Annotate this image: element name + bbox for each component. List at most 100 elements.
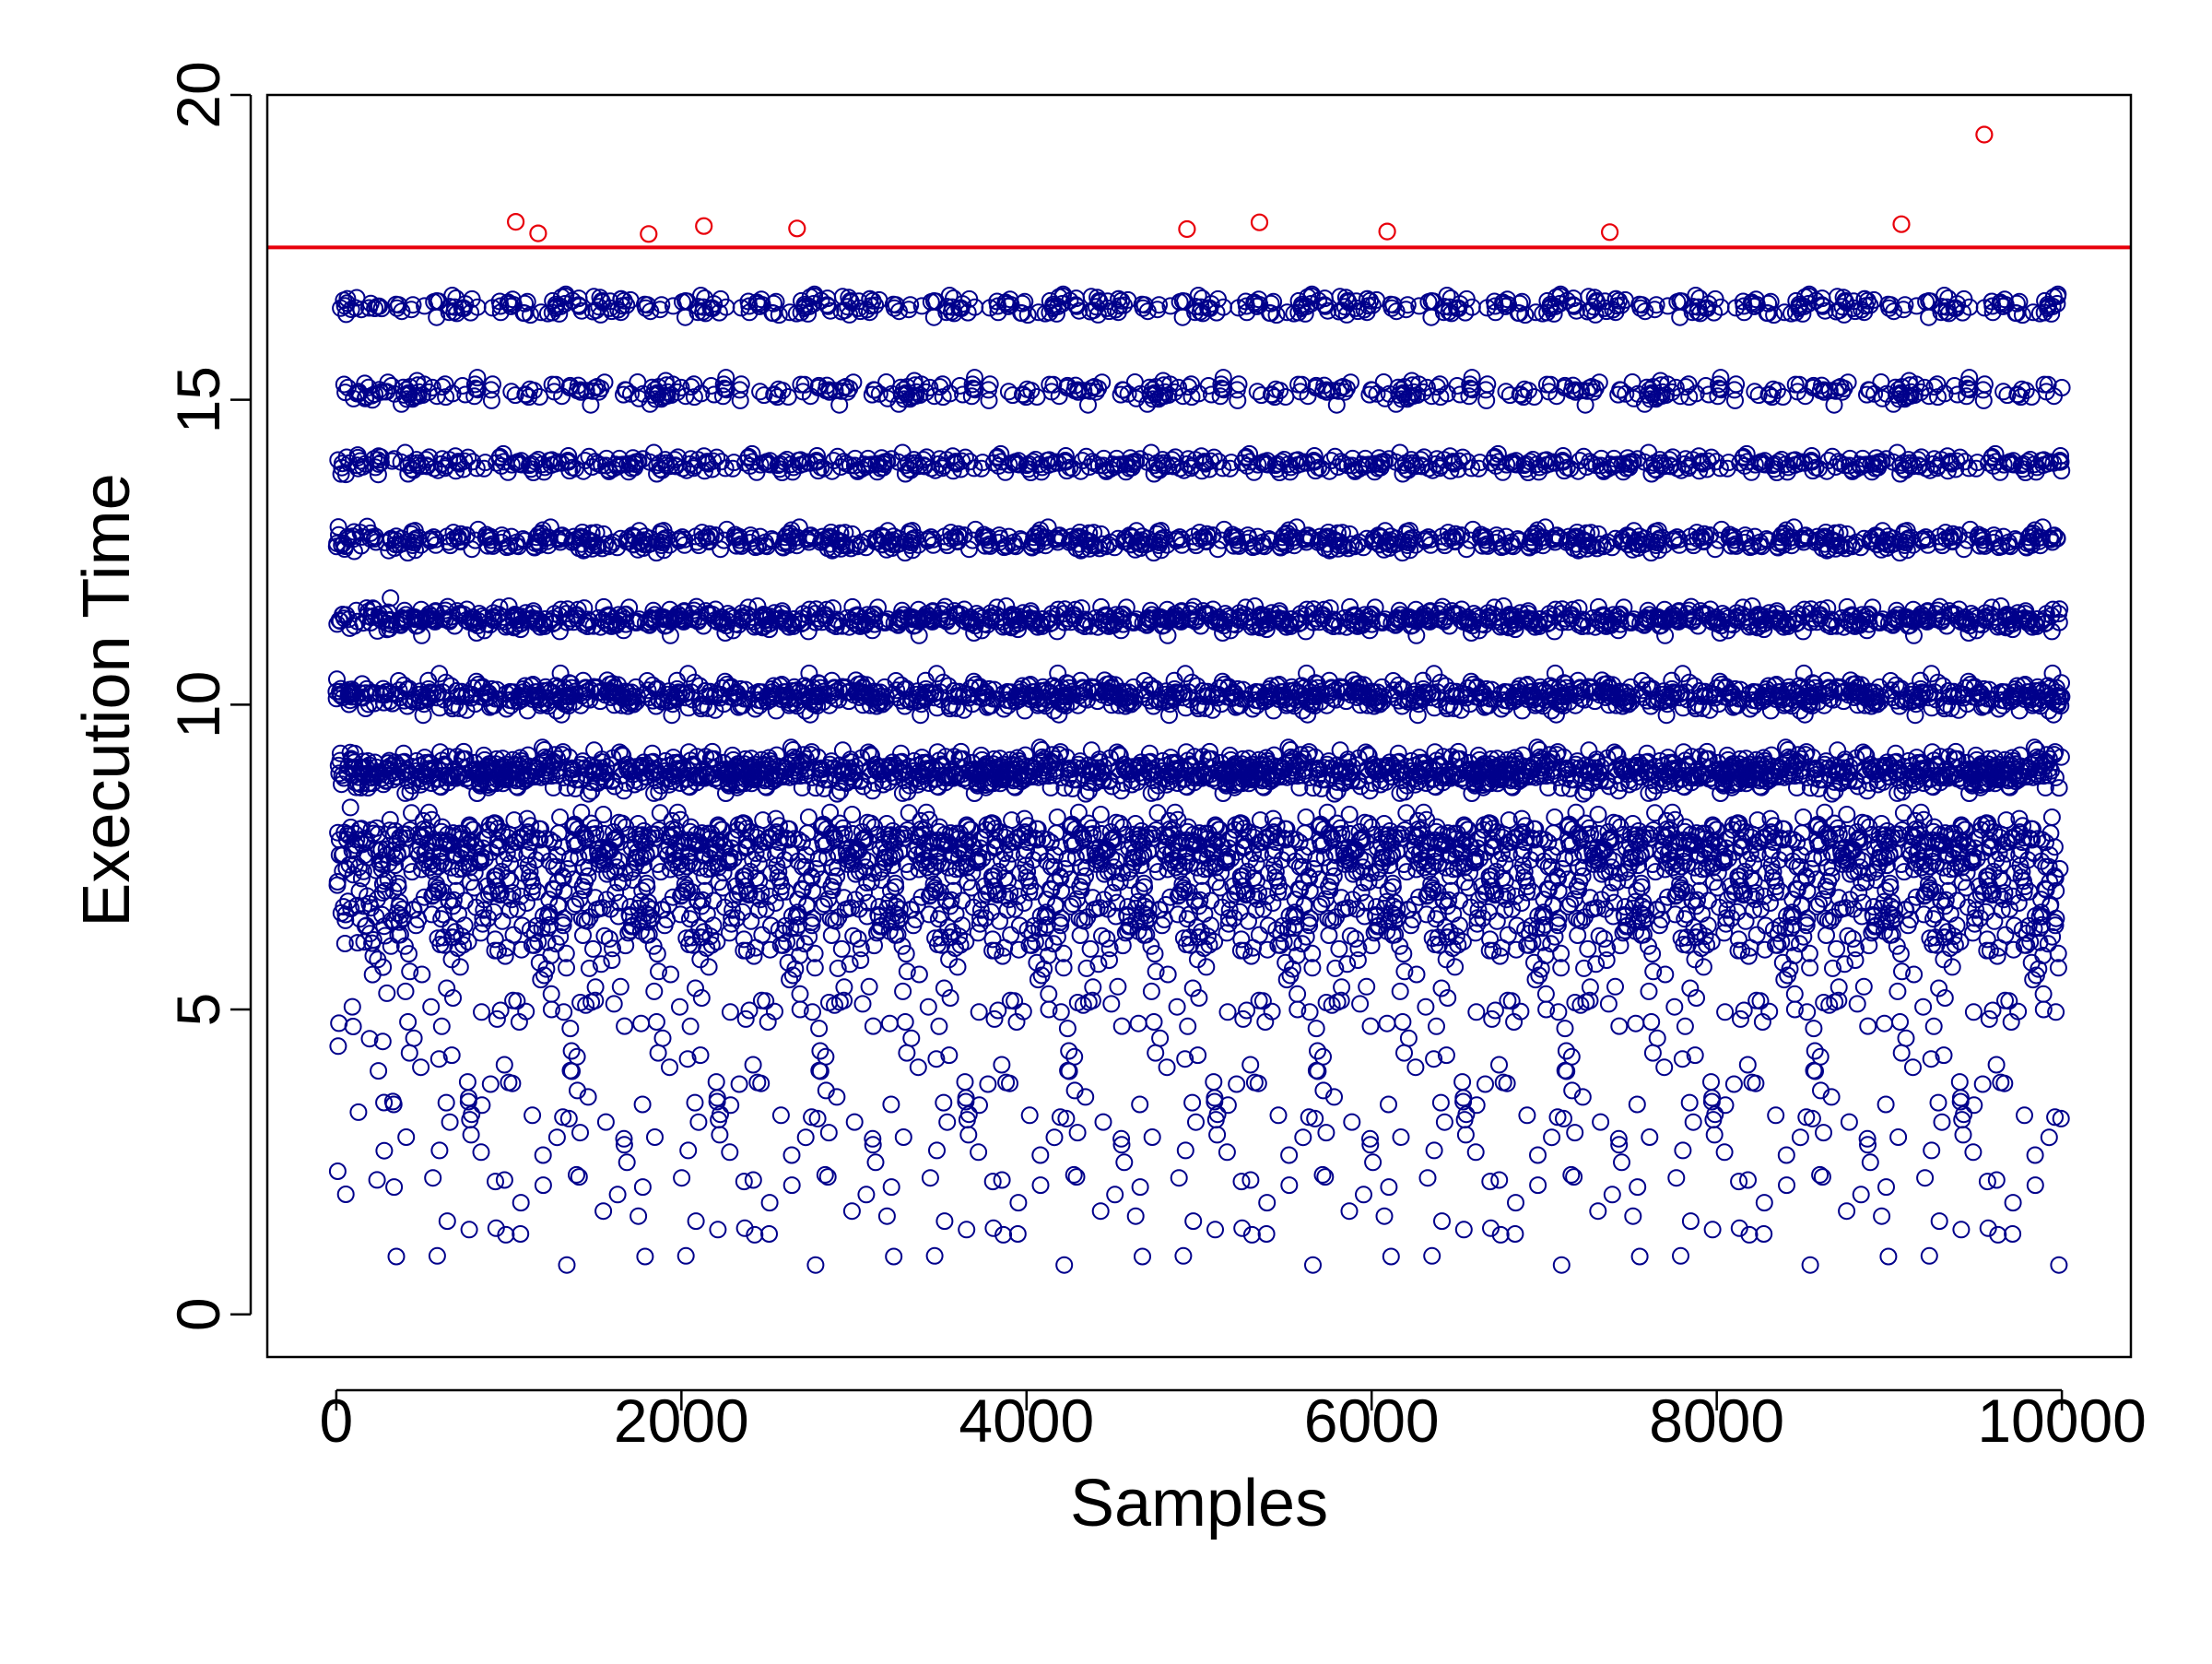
data-point [336,1186,355,1203]
data-point [335,935,354,952]
data-point [999,383,1018,401]
data-point [391,926,409,944]
data-point [985,1009,1004,1028]
data-point [993,1056,1011,1074]
data-point [339,892,358,911]
data-point [387,1247,406,1266]
data-point [376,881,394,900]
data-point [358,916,375,935]
data-point [1170,1169,1188,1187]
data-point [558,959,575,977]
data-point [898,1044,916,1062]
data-point [731,391,749,409]
data-point [561,1020,580,1038]
data-point [441,918,460,937]
data-point [400,1044,418,1062]
data-point [459,448,477,466]
data-point [866,1153,885,1172]
data-point [730,1075,748,1093]
data-point [413,965,431,984]
data-point [558,1256,576,1274]
data-point [1091,1202,1110,1221]
data-point [742,912,760,930]
data-point [335,898,353,916]
data-point [1091,806,1110,823]
data-point [958,1221,976,1239]
data-point [330,1014,348,1033]
data-point [938,1113,957,1131]
data-point [857,1186,876,1204]
data-point [679,1141,698,1160]
data-point [584,939,602,958]
data-point [386,856,405,875]
data-point [571,1124,589,1142]
data-point [1143,1128,1161,1146]
data-point [1187,1113,1205,1131]
data-point [1129,1014,1147,1033]
data-point [806,944,824,962]
data-point [673,1169,691,1187]
data-point [928,1141,946,1160]
data-point [645,982,664,1000]
data-point [646,1128,664,1146]
data-point [493,912,512,930]
data-point [456,385,475,404]
data-point [712,540,730,559]
data-point [877,1207,896,1225]
data-point [1134,1247,1151,1266]
data-point [1106,1186,1124,1204]
data-point [375,1141,394,1160]
data-point [902,1029,921,1047]
data-point [671,997,688,1016]
data-point [441,1113,459,1131]
data-point [370,1062,388,1080]
data-point [400,856,418,873]
data-point [341,798,359,817]
data-point [1115,1153,1134,1172]
data-point [468,369,487,387]
data-point [423,905,441,924]
data-point [810,1020,829,1038]
data-point [385,1178,404,1197]
data-point [796,1128,815,1147]
data-point [1147,1044,1165,1062]
data-point [689,1113,708,1131]
data-point [430,665,449,683]
data-point [329,1037,347,1056]
data-point [1112,1017,1131,1035]
data-point [382,685,400,702]
data-point [403,804,420,822]
data-point [394,744,413,762]
data-point [853,995,872,1013]
data-point [677,1246,695,1265]
data-point [707,1073,725,1092]
data-point [864,1017,882,1035]
data-point [880,1014,899,1033]
data-point [328,873,347,891]
data-point [447,881,465,900]
data-point [344,1018,362,1035]
data-point [819,1124,838,1142]
data-point [432,1017,451,1035]
data-point [721,1143,739,1162]
data-point [374,958,393,976]
data-point [681,1017,700,1035]
data-point [422,997,441,1016]
data-point [771,1106,790,1125]
data-point [476,849,494,867]
data-point [427,530,445,549]
data-point [744,1056,762,1074]
data-point [429,1050,448,1068]
data-point [419,803,438,821]
data-point [340,856,359,874]
data-point [1168,997,1186,1016]
data-point [842,1202,861,1221]
data-point [594,1202,613,1221]
data-point [633,1095,652,1114]
data-point [882,1178,900,1197]
data-point [443,287,462,304]
data-point [1031,1146,1050,1164]
data-point [647,1013,665,1031]
data-point [600,929,618,948]
data-point [1131,1095,1149,1114]
